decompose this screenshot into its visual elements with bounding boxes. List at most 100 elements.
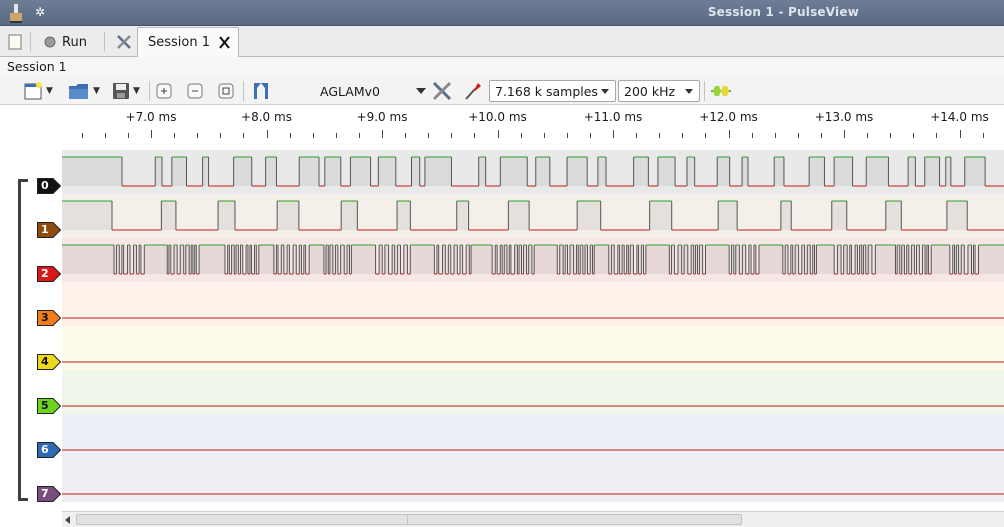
scroll-left-icon[interactable] bbox=[65, 516, 70, 524]
session-name-label: Session 1 bbox=[0, 57, 1004, 77]
waveform-high-fill bbox=[926, 245, 929, 274]
waveform-high-fill bbox=[231, 245, 235, 274]
waveform-high-fill bbox=[626, 245, 629, 274]
close-tab-icon[interactable] bbox=[218, 36, 231, 49]
waveform-high-fill bbox=[863, 245, 866, 274]
waveform-high-fill bbox=[699, 245, 703, 274]
new-session-button[interactable] bbox=[4, 30, 26, 54]
waveform-high-fill bbox=[392, 245, 395, 274]
tools-icon bbox=[432, 81, 452, 101]
run-button[interactable]: Run bbox=[40, 30, 91, 54]
channel-group-bracket bbox=[18, 179, 28, 501]
waveform-high-fill bbox=[116, 245, 120, 274]
zoom-fit-button[interactable] bbox=[216, 80, 236, 102]
waveform-high-fill bbox=[509, 245, 511, 274]
channel-badge-3[interactable]: 3 bbox=[37, 310, 61, 326]
probe-config-button[interactable] bbox=[462, 80, 484, 102]
waveform-high-fill bbox=[379, 245, 383, 274]
ruler-label: +11.0 ms bbox=[583, 110, 643, 124]
waveform-high-fill bbox=[194, 245, 197, 274]
waveform-high-fill bbox=[849, 245, 852, 274]
save-button[interactable]: ▼ bbox=[107, 80, 145, 102]
waveform-high-fill bbox=[161, 201, 176, 230]
waveform-high-fill bbox=[410, 245, 415, 274]
channel-lane-5[interactable] bbox=[62, 370, 1004, 414]
trace-view[interactable]: +7.0 ms +8.0 ms +9.0 ms +10.0 ms +11.0 ms +12… bbox=[0, 106, 1004, 511]
ruler-tick bbox=[774, 133, 776, 138]
sample-count-select[interactable]: 7.168 k samples bbox=[489, 80, 616, 102]
zoom-out-button[interactable] bbox=[185, 80, 205, 102]
pulseview-app-icon[interactable] bbox=[7, 3, 25, 23]
waveform-high-fill bbox=[309, 245, 324, 274]
waveform-2 bbox=[62, 244, 1004, 275]
channel-label: 1 bbox=[41, 223, 49, 236]
add-decoder-button[interactable] bbox=[709, 80, 733, 102]
channel-badge-2[interactable]: 2 bbox=[37, 266, 61, 282]
time-ruler[interactable]: +7.0 ms +8.0 ms +9.0 ms +10.0 ms +11.0 ms +12… bbox=[64, 106, 1004, 140]
waveform-high-fill bbox=[973, 245, 976, 274]
zoom-in-button[interactable] bbox=[154, 80, 174, 102]
waveform-0 bbox=[62, 156, 1004, 187]
channel-lane-6[interactable] bbox=[62, 414, 1004, 458]
waveform-high-fill bbox=[866, 157, 889, 186]
chevron-down-icon bbox=[601, 89, 609, 94]
waveform-high-fill bbox=[508, 201, 530, 230]
waveform-high-fill bbox=[982, 245, 1004, 274]
waveform-high-fill bbox=[753, 245, 756, 274]
channel-badge-1[interactable]: 1 bbox=[37, 222, 61, 238]
waveform-high-fill bbox=[62, 157, 122, 186]
waveform-high-fill bbox=[931, 245, 950, 274]
ruler-tick bbox=[151, 130, 152, 138]
window-menu-icon[interactable]: ✲ bbox=[34, 5, 46, 19]
tab-session-1[interactable]: Session 1 bbox=[137, 27, 239, 57]
waveform-high-fill bbox=[351, 245, 355, 274]
ruler-tick bbox=[797, 133, 799, 138]
channel-lane-4[interactable] bbox=[62, 326, 1004, 370]
signal-lanes[interactable] bbox=[62, 150, 1004, 502]
channel-lane-2[interactable] bbox=[62, 238, 1004, 282]
new-view-button[interactable]: ▼ bbox=[16, 80, 60, 102]
channel-lane-1[interactable] bbox=[62, 194, 1004, 238]
samplerate-select[interactable]: 200 kHz bbox=[618, 80, 700, 102]
settings-button[interactable] bbox=[111, 30, 137, 54]
channel-badge-5[interactable]: 5 bbox=[37, 398, 61, 414]
device-config-button[interactable] bbox=[430, 80, 454, 102]
channel-tag-icon bbox=[37, 266, 61, 282]
channel-lane-7[interactable] bbox=[62, 458, 1004, 502]
channel-tag-icon bbox=[37, 398, 61, 414]
chevron-down-icon[interactable] bbox=[416, 88, 426, 94]
channel-lane-3[interactable] bbox=[62, 282, 1004, 326]
new-document-icon bbox=[8, 34, 22, 50]
horizontal-scrollbar[interactable] bbox=[62, 511, 1004, 527]
chevron-down-icon: ▼ bbox=[133, 86, 140, 96]
ruler-label: +13.0 ms bbox=[814, 110, 874, 124]
cursors-icon bbox=[254, 83, 268, 99]
waveform-high-fill bbox=[528, 245, 532, 274]
zoom-in-icon bbox=[156, 83, 172, 99]
scrollbar-thumb[interactable] bbox=[76, 514, 742, 525]
show-cursors-button[interactable] bbox=[250, 80, 274, 102]
channel-badge-6[interactable]: 6 bbox=[37, 442, 61, 458]
channel-badge-7[interactable]: 7 bbox=[37, 486, 61, 502]
waveform-high-fill bbox=[584, 245, 588, 274]
waveform-high-fill bbox=[648, 245, 670, 274]
waveform-5 bbox=[62, 405, 1004, 407]
waveform-high-fill bbox=[293, 245, 297, 274]
waveform-high-fill bbox=[249, 245, 252, 274]
waveform-high-fill bbox=[329, 245, 333, 274]
waveform-high-fill bbox=[565, 245, 568, 274]
waveform-high-fill bbox=[717, 157, 730, 186]
device-selector[interactable]: AGLAMv0 bbox=[320, 84, 380, 99]
open-button[interactable]: ▼ bbox=[64, 80, 104, 102]
waveform-high-fill bbox=[611, 245, 615, 274]
waveform-high-fill bbox=[397, 201, 411, 230]
waveform-high-fill bbox=[590, 245, 593, 274]
waveform-high-fill bbox=[630, 245, 634, 274]
ruler-tick bbox=[959, 130, 961, 138]
channel-lane-0[interactable] bbox=[62, 150, 1004, 194]
waveform-high-fill bbox=[580, 245, 583, 274]
channel-badge-0[interactable]: 0 bbox=[37, 178, 61, 194]
waveform-high-fill bbox=[831, 201, 847, 230]
channel-header-column: 0 1 2 3 4 5 6 7 bbox=[0, 150, 62, 502]
channel-badge-4[interactable]: 4 bbox=[37, 354, 61, 370]
